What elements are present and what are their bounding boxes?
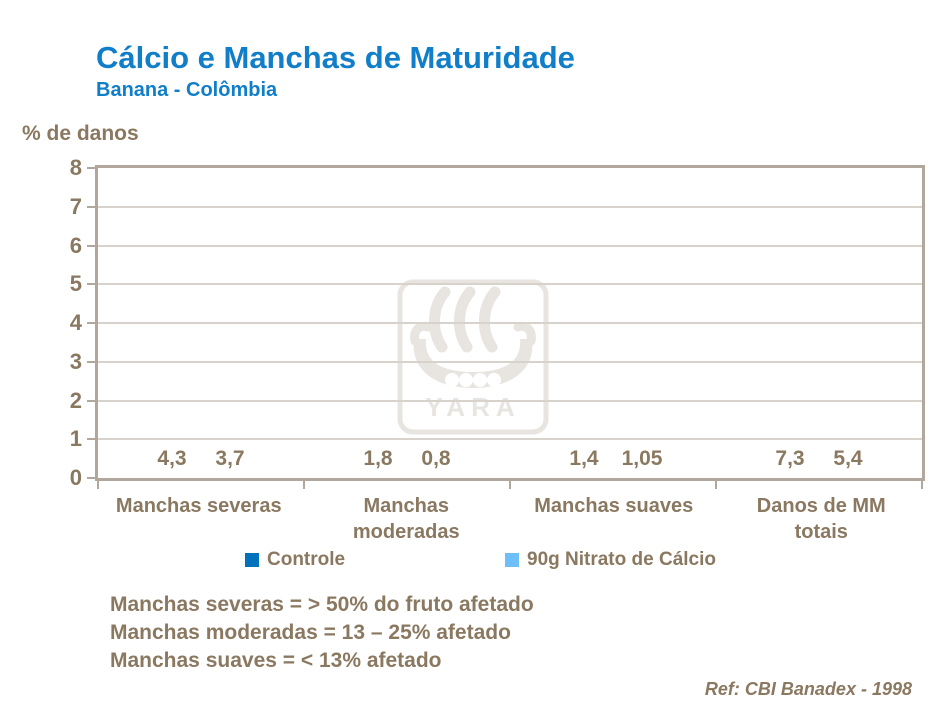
legend-item-controle: Controle — [245, 549, 345, 571]
y-axis-tick — [87, 477, 95, 479]
category-axis-labels: Manchas severas Manchas moderadas Manchas … — [95, 493, 925, 545]
y-axis-tick-label: 1 — [69, 426, 82, 452]
bar-group: 1,4 1,05 — [510, 168, 716, 478]
yara-logo-watermark-icon: YARA — [397, 279, 549, 435]
gridline — [98, 438, 922, 441]
gridline — [98, 244, 922, 247]
y-axis-tick-label: 2 — [69, 387, 82, 413]
bar-value-label: 0,8 — [421, 447, 451, 470]
legend-swatch-light-blue — [505, 553, 519, 567]
footnote-line: Manchas suaves = < 13% afetado — [110, 649, 442, 672]
y-axis-tick-label: 7 — [69, 193, 82, 219]
bar-groups: 4,3 3,7 1,8 0,8 1,4 1,05 7,3 5,4 — [98, 168, 922, 478]
y-axis-tick — [87, 167, 95, 169]
y-axis-tick-label: 8 — [69, 155, 82, 180]
category-label: Manchas severas — [115, 495, 282, 517]
y-axis-tick-label: 5 — [69, 271, 82, 297]
y-axis-tick-label: 6 — [69, 232, 82, 258]
category-label: Manchas suaves — [534, 495, 694, 517]
x-axis-tick — [715, 481, 717, 489]
legend-label: 90g Nitrato de Cálcio — [527, 549, 716, 570]
x-axis-tick — [97, 481, 99, 489]
y-axis-tick — [87, 205, 95, 208]
legend-label: Controle — [267, 549, 346, 570]
chart-subtitle: Banana - Colômbia — [96, 79, 278, 101]
bar-value-label: 1,05 — [621, 447, 663, 470]
reference-text: Ref: CBI Banadex - 1998 — [704, 679, 912, 699]
bar-value-label: 1,4 — [569, 447, 599, 470]
y-axis-tick — [87, 283, 95, 286]
bar-value-label: 1,8 — [363, 447, 393, 470]
bar-value-label: 7,3 — [775, 447, 805, 470]
bar-value-label: 5,4 — [833, 447, 863, 470]
y-axis-tick — [87, 399, 95, 402]
category-label: Manchas moderadas — [352, 495, 460, 543]
gridline — [98, 360, 922, 363]
gridline — [98, 283, 922, 286]
plot-area: 0 1 2 3 4 5 6 7 8 4,3 3,7 1,8 0,8 1,4 1,05 7,3 5,4 — [70, 157, 925, 489]
bar-group: 1,8 0,8 — [304, 168, 510, 478]
category-label: Danos de MM totais — [756, 495, 886, 543]
footnotes: Manchas severas = > 50% do fruto afetado… — [110, 591, 534, 675]
legend-swatch-dark-blue — [245, 553, 259, 567]
bar-value-label: 4,3 — [157, 447, 187, 470]
y-axis-tick-label: 3 — [69, 348, 82, 374]
gridline — [98, 322, 922, 324]
footnote-line: Manchas severas = > 50% do fruto afetado — [110, 593, 534, 616]
y-axis-tick-label: 0 — [69, 465, 82, 490]
x-axis-tick — [509, 481, 511, 489]
y-axis-tick — [87, 438, 95, 441]
y-axis-tick — [87, 322, 95, 324]
bar-group: 4,3 3,7 — [98, 168, 304, 478]
bar-group: 7,3 5,4 — [716, 168, 922, 478]
gridline — [98, 399, 922, 402]
y-axis-tick — [87, 360, 95, 363]
gridline — [98, 205, 922, 208]
legend-item-nitrato: 90g Nitrato de Cálcio — [505, 549, 716, 571]
y-axis-title: % de danos — [22, 122, 139, 145]
x-axis-tick — [303, 481, 305, 489]
footnote-line: Manchas moderadas = 13 – 25% afetado — [110, 621, 511, 644]
watermark-text: YARA — [425, 392, 520, 422]
chart-title: Cálcio e Manchas de Maturidade — [96, 40, 575, 75]
bar-value-label: 3,7 — [215, 447, 245, 470]
x-axis-tick — [921, 481, 923, 489]
y-axis-tick — [87, 244, 95, 247]
y-axis-tick-label: 4 — [69, 310, 82, 335]
